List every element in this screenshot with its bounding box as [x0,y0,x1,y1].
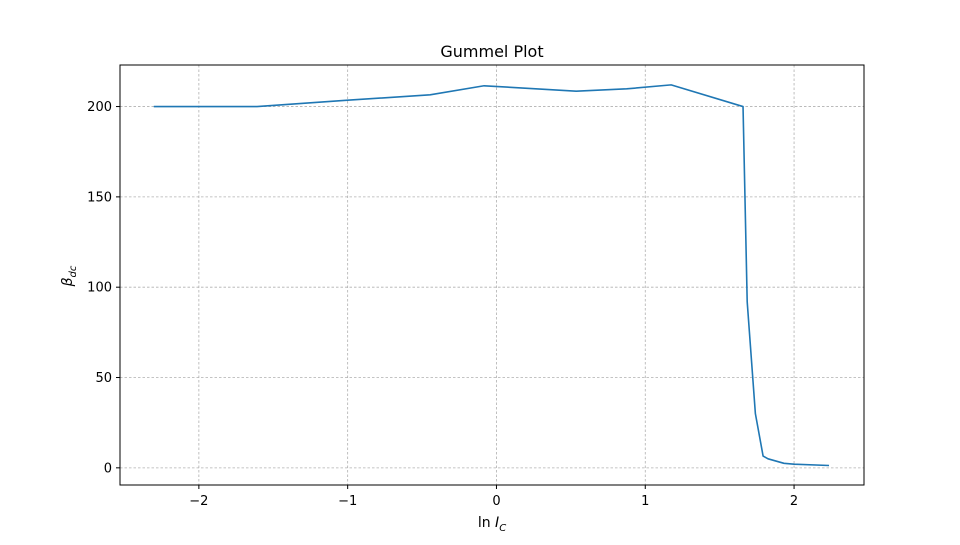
x-tick-label: 0 [492,494,500,509]
series-line [153,84,830,467]
y-tick-label: 100 [87,281,112,296]
label-base: I [495,515,499,531]
y-tick-label: 50 [95,371,112,386]
y-tick-label: 200 [87,100,112,115]
y-tick-label: 150 [87,190,112,205]
x-axis-ticks: −2 −1 0 1 2 [189,485,798,509]
label-base: β [60,277,76,287]
plot-frame [119,64,865,486]
x-tick-label: 1 [641,494,649,509]
label-prefix: ln [478,515,495,531]
grid-lines [120,65,864,485]
y-tick-label: 0 [104,461,112,476]
y-axis-label: βdc [60,265,79,287]
label-subscript: C [499,523,506,534]
series-layer [153,84,830,467]
label-subscript: dc [68,265,79,277]
y-axis-ticks: 0 50 100 150 200 [87,100,120,476]
x-axis-label: ln IC [478,515,506,534]
chart-title: Gummel Plot [440,42,543,61]
x-tick-label: −1 [338,494,357,509]
x-tick-label: −2 [189,494,208,509]
x-tick-label: 2 [790,494,798,509]
